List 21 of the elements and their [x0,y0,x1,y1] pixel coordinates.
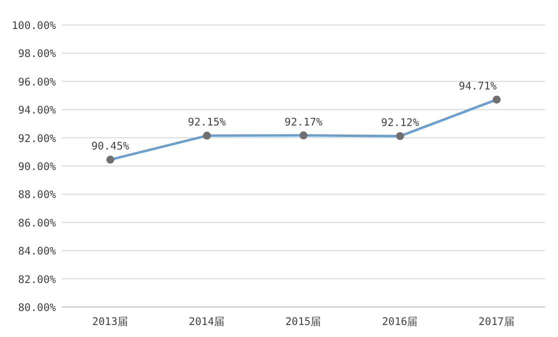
x-tick-label: 2013届 [92,316,128,328]
y-tick-label: 92.00% [18,132,57,145]
data-label: 92.12% [381,117,420,130]
y-tick-label: 98.00% [18,48,57,60]
x-tick-label: 2014届 [188,316,226,328]
y-tick-label: 82.00% [18,274,57,286]
y-tick-label: 94.00% [18,104,57,117]
data-label: 90.45% [91,140,130,153]
y-tick-label: 86.00% [18,217,57,230]
y-tick-label: 100.00% [12,20,57,32]
y-tick-label: 88.00% [18,189,57,202]
data-label: 94.71% [458,80,498,93]
x-tick-label: 2015届 [285,316,322,328]
data-label: 92.15% [188,116,227,129]
y-tick-label: 84.00% [18,246,57,258]
y-tick-label: 80.00% [18,302,57,314]
y-tick-label: 96.00% [18,76,57,88]
y-tick-label: 90.00% [18,161,57,173]
data-label: 92.17% [284,116,324,128]
x-tick-label: 2016届 [382,316,418,328]
x-tick-label: 2017届 [478,316,515,328]
